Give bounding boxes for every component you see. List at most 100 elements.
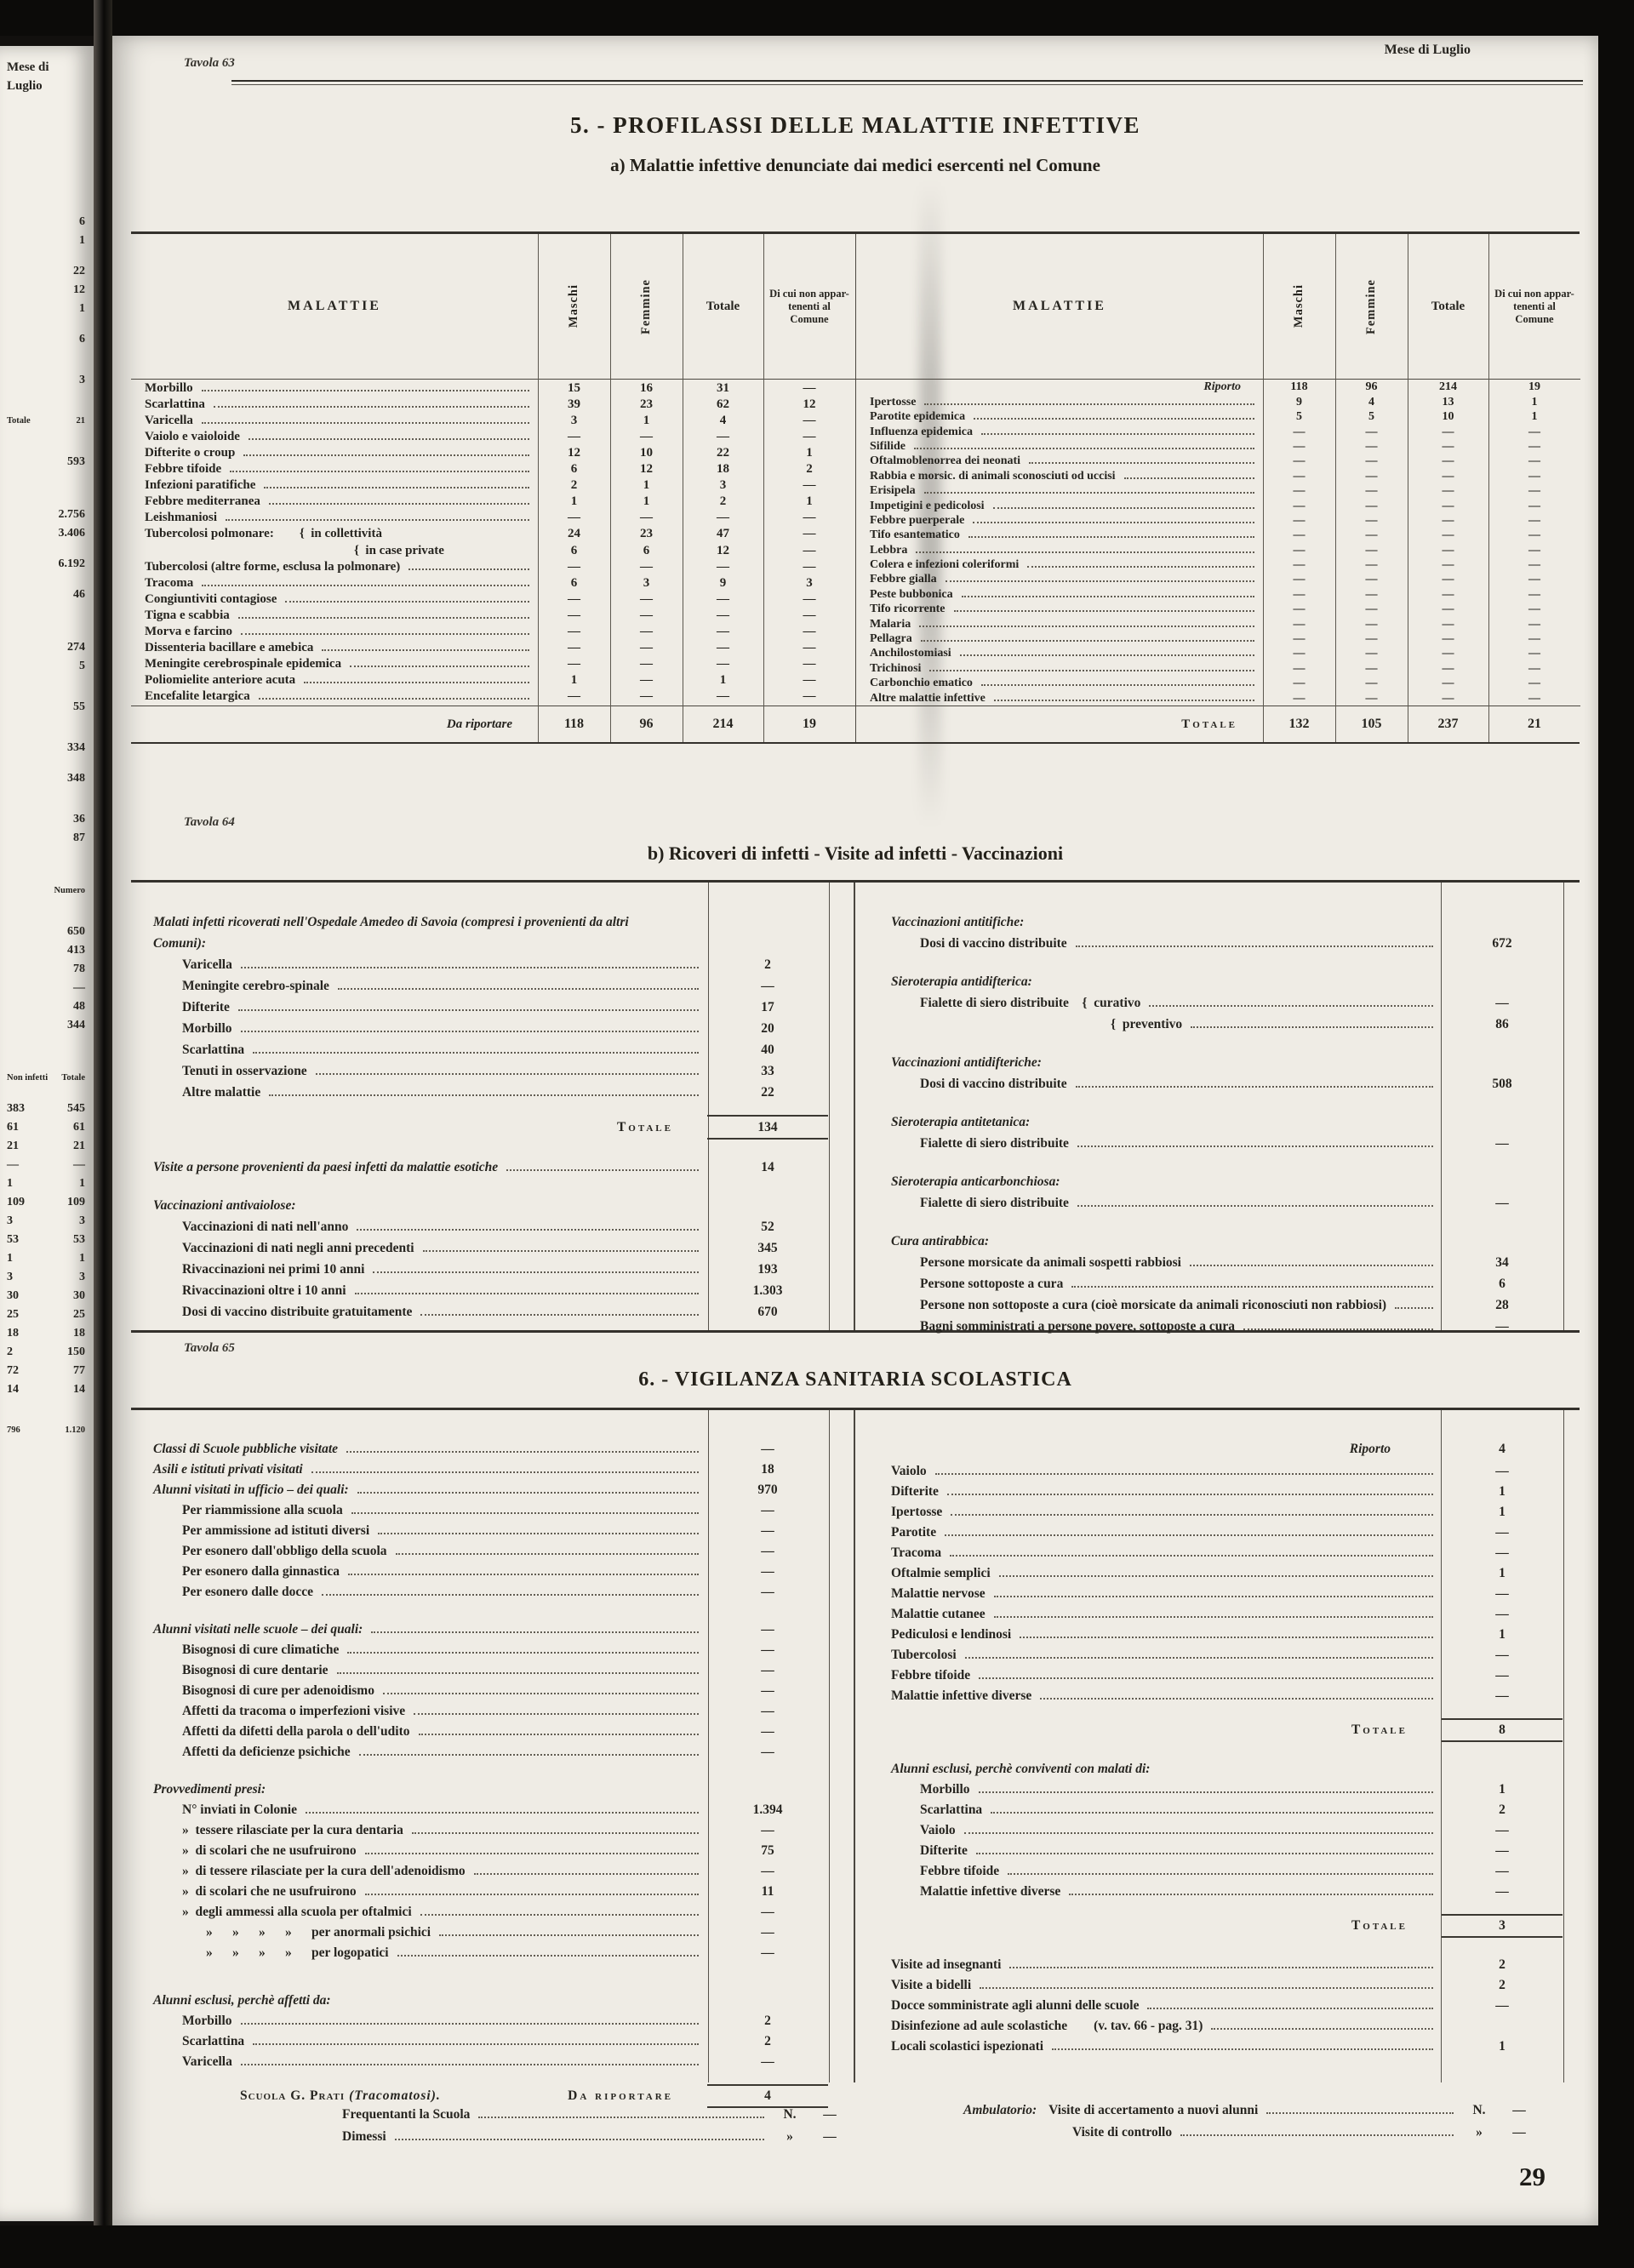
dot-leader	[923, 492, 1254, 494]
sidebar-fragment-right: 5	[79, 660, 85, 672]
dot-leader	[1027, 566, 1254, 568]
column-divider	[854, 1410, 855, 2082]
value-totale: —	[717, 591, 729, 606]
sidebar-fragment: 383 545	[0, 1100, 94, 1118]
value-femmine: —	[1365, 573, 1378, 586]
footer-nc: 19	[803, 717, 816, 731]
dot-leader	[1071, 1286, 1433, 1288]
list-item: Difterite 17	[153, 997, 828, 1018]
disease-name: Febbre mediterranea	[145, 494, 260, 509]
sidebar-fragment: —	[0, 979, 94, 997]
table-row: Vaiolo e vaioloide — — — —	[131, 430, 855, 444]
sidebar-fragment-left: 61	[7, 1121, 19, 1134]
list-item: N° inviati in Colonie 1.394	[153, 1800, 828, 1820]
table-row: Erisipela — — — —	[856, 483, 1580, 498]
disease-name: Peste bubbonica	[870, 587, 953, 601]
row-value: —	[761, 1442, 774, 1456]
value-maschi: —	[1293, 469, 1305, 483]
dot-leader	[473, 1873, 699, 1875]
dot-leader	[201, 390, 529, 392]
value-non-appartenenti: —	[1528, 543, 1540, 557]
value-femmine: —	[640, 430, 653, 444]
value-totale: —	[717, 511, 729, 525]
dot-leader	[240, 2023, 699, 2025]
value-rule	[1440, 1410, 1442, 2082]
row-label: Bisognosi di cure climatiche	[182, 1642, 340, 1657]
list-item: Visite a bidelli 2	[891, 1975, 1563, 1996]
dot-leader	[285, 600, 529, 603]
value-maschi: 6	[570, 575, 578, 590]
table-row: Tubercolosi polmonare: { in collettività…	[131, 527, 855, 541]
table-row: Leishmaniosi — — — —	[131, 511, 855, 525]
sidebar-fragment-left: 1	[7, 1177, 13, 1190]
table-row: Morva e farcino — — — —	[131, 625, 855, 639]
list-item: Rivaccinazioni nei primi 10 anni 193	[153, 1259, 828, 1280]
value-rule	[828, 883, 830, 1330]
value-maschi: —	[1293, 661, 1305, 675]
value-femmine: 1	[643, 414, 650, 428]
table-row: Oftalmoblenorrea dei neonati — — — —	[856, 454, 1580, 468]
list-item: Malati infetti ricoverati nell'Ospedale …	[153, 911, 828, 954]
list-item: Vaiolo —	[891, 1820, 1563, 1841]
dot-leader	[351, 1512, 699, 1514]
dot-leader	[1395, 1307, 1433, 1309]
row-value: —	[761, 1564, 774, 1579]
sidebar-fragment-right: 6.192	[58, 557, 86, 570]
sidebar-fragment-right: 78	[73, 963, 85, 975]
value-non-appartenenti: —	[803, 624, 816, 638]
row-value: 2	[1499, 1978, 1505, 1992]
list-item: Per ammissione ad istituti diversi —	[153, 1521, 828, 1541]
dot-leader	[973, 521, 1254, 523]
row-label: Per esonero dall'obbligo della scuola	[182, 1544, 387, 1558]
sidebar-fragment: 55	[0, 698, 94, 717]
row-label: Vaccinazioni antitifiche:	[891, 915, 1025, 929]
table-row: Tifo ricorrente — — — —	[856, 602, 1580, 616]
row-value: —	[1495, 1525, 1509, 1540]
value-totale: 31	[717, 381, 729, 396]
row-label: Difterite	[920, 1843, 968, 1858]
sidebar-fragment: 87	[0, 829, 94, 848]
row-label: Visite di controllo	[1072, 2125, 1173, 2139]
list-item: Riporto 4	[891, 1439, 1563, 1460]
value-totale: —	[1442, 499, 1454, 512]
list-item: Fialette di siero distribuite —	[891, 1192, 1563, 1214]
row-value: 34	[1495, 1255, 1509, 1270]
value-non-appartenenti: —	[1528, 439, 1540, 453]
disease-name: Sifilide	[870, 439, 906, 453]
value-femmine: —	[1365, 454, 1378, 468]
list-item: Alunni esclusi, perchè conviventi con ma…	[891, 1759, 1563, 1780]
sidebar-fragment-right: 593	[67, 455, 85, 468]
table-row: Encefalite letargica — — — —	[131, 689, 855, 704]
sidebar-fragment: 109 109	[0, 1193, 94, 1212]
value-femmine: —	[640, 591, 653, 606]
list-item: » tessere rilasciate per la cura dentari…	[153, 1820, 828, 1841]
scuola-prati-block: Scuola G. Prati (Tracomatosi). Frequenta…	[240, 2088, 853, 2148]
dot-leader	[1243, 1328, 1433, 1330]
value-maschi: —	[1293, 484, 1305, 498]
table-row: Carbonchio ematico — — — —	[856, 676, 1580, 690]
dot-leader	[226, 519, 529, 522]
list-item: Meningite cerebro-spinale —	[153, 975, 828, 997]
row-label: » di tessere rilasciate per la cura dell…	[182, 1864, 466, 1878]
row-value: 1	[1499, 1484, 1505, 1499]
row-label: Visite a persone provenienti da paesi in…	[153, 1160, 499, 1174]
dot-leader	[422, 1250, 699, 1252]
value-totale: 2	[719, 494, 727, 509]
dot-leader	[304, 681, 529, 683]
sidebar-fragment-left: Non infetti	[7, 1073, 49, 1083]
sidebar-fragment-right: 21	[76, 416, 86, 426]
col-femmine: Femmine	[639, 278, 653, 334]
sidebar-fragment: Numero	[0, 882, 94, 900]
value-totale: —	[1442, 454, 1454, 468]
dot-leader	[350, 665, 529, 667]
ambulatorio-block: Ambulatorio: Visite di accertamento a nu…	[963, 2099, 1542, 2144]
sidebar-fragment-right: 53	[73, 1233, 85, 1246]
table-row: Febbre puerperale — — — —	[856, 513, 1580, 528]
value-totale: 1	[719, 672, 727, 687]
list-item: Vaccinazioni antitifiche:	[891, 911, 1563, 933]
sidebar-fragment: 1	[0, 300, 94, 318]
value-maschi: —	[1293, 454, 1305, 468]
row-label: Rivaccinazioni oltre i 10 anni	[182, 1283, 346, 1298]
list-item: Fialette di siero distribuite { curativo…	[891, 992, 1563, 1014]
value-femmine: 10	[640, 446, 653, 460]
